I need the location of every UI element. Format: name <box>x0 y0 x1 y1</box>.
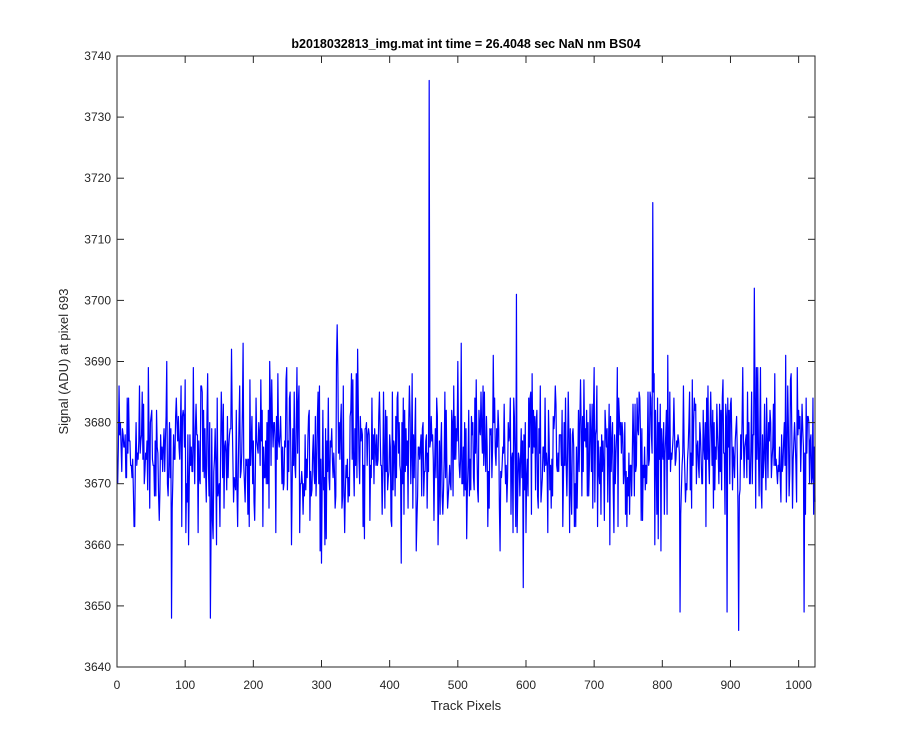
y-tick-label: 3690 <box>84 355 111 369</box>
x-tick-label: 500 <box>448 678 468 692</box>
data-layer <box>117 79 816 631</box>
x-tick-label: 0 <box>114 678 121 692</box>
x-tick-label: 600 <box>516 678 536 692</box>
axes-box <box>116 55 816 668</box>
x-tick-label: 700 <box>584 678 604 692</box>
y-tick-label: 3740 <box>84 49 111 63</box>
y-tick-label: 3700 <box>84 293 111 307</box>
y-tick-label: 3730 <box>84 110 111 124</box>
x-tick-label: 800 <box>652 678 672 692</box>
y-tick-label: 3640 <box>84 660 111 674</box>
x-tick-label: 300 <box>311 678 331 692</box>
y-tick-label: 3670 <box>84 477 111 491</box>
y-tick-label: 3720 <box>84 171 111 185</box>
series-line <box>117 79 816 631</box>
y-tick-label: 3710 <box>84 232 111 246</box>
x-axis-label: Track Pixels <box>431 698 502 713</box>
y-tick-label: 3650 <box>84 599 111 613</box>
x-tick-label: 900 <box>720 678 740 692</box>
x-tick-label: 200 <box>243 678 263 692</box>
y-axis-label: Signal (ADU) at pixel 693 <box>56 289 71 435</box>
tick-layer: 0 100 200 300 400 500 600 700 800 900 1000 3640 3650… <box>84 49 815 692</box>
y-tick-label: 3680 <box>84 416 111 430</box>
x-tick-label: 1000 <box>785 678 812 692</box>
x-tick-label: 400 <box>380 678 400 692</box>
chart-title: b2018032813_img.mat int time = 26.4048 s… <box>291 37 640 51</box>
x-tick-label: 100 <box>175 678 195 692</box>
plot-area <box>117 56 815 667</box>
y-tick-label: 3660 <box>84 538 111 552</box>
